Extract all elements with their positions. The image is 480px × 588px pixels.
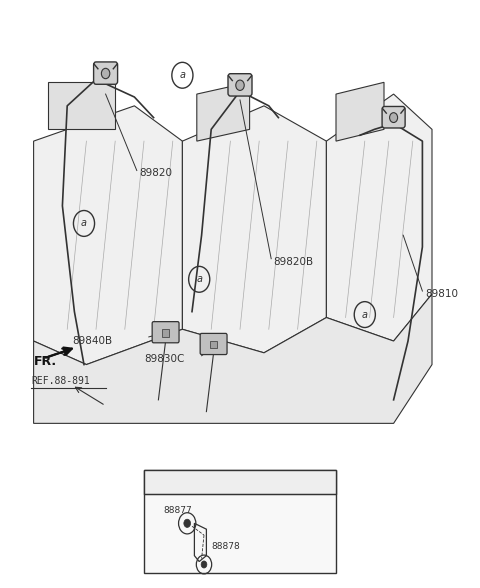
Text: REF.88-891: REF.88-891 bbox=[31, 376, 90, 386]
Bar bbox=[210, 341, 217, 349]
Circle shape bbox=[236, 80, 244, 91]
Text: a: a bbox=[155, 477, 160, 487]
Bar bbox=[162, 329, 169, 337]
Circle shape bbox=[201, 561, 207, 568]
FancyBboxPatch shape bbox=[228, 74, 252, 96]
FancyBboxPatch shape bbox=[152, 322, 179, 343]
Text: 89830C: 89830C bbox=[144, 353, 184, 364]
Polygon shape bbox=[48, 82, 115, 129]
Text: 89810: 89810 bbox=[425, 289, 458, 299]
Text: 89820: 89820 bbox=[139, 168, 172, 179]
Text: FR.: FR. bbox=[34, 355, 57, 368]
FancyBboxPatch shape bbox=[382, 106, 405, 128]
Circle shape bbox=[101, 68, 110, 79]
Text: 89820B: 89820B bbox=[274, 256, 314, 267]
Polygon shape bbox=[336, 82, 384, 141]
Polygon shape bbox=[326, 94, 432, 341]
Text: 88877: 88877 bbox=[163, 506, 192, 514]
FancyBboxPatch shape bbox=[94, 62, 118, 84]
Text: a: a bbox=[196, 274, 202, 285]
Polygon shape bbox=[34, 294, 432, 423]
Text: 88878: 88878 bbox=[211, 542, 240, 552]
Text: 89840B: 89840B bbox=[72, 336, 112, 346]
Circle shape bbox=[390, 113, 397, 122]
Polygon shape bbox=[182, 106, 326, 353]
Bar bbox=[144, 470, 336, 573]
Text: a: a bbox=[180, 70, 185, 81]
Polygon shape bbox=[34, 106, 182, 365]
Text: a: a bbox=[81, 218, 87, 229]
FancyBboxPatch shape bbox=[200, 333, 227, 355]
Polygon shape bbox=[197, 82, 250, 141]
Text: a: a bbox=[362, 309, 368, 320]
Circle shape bbox=[184, 519, 191, 527]
Bar bbox=[144, 470, 336, 494]
